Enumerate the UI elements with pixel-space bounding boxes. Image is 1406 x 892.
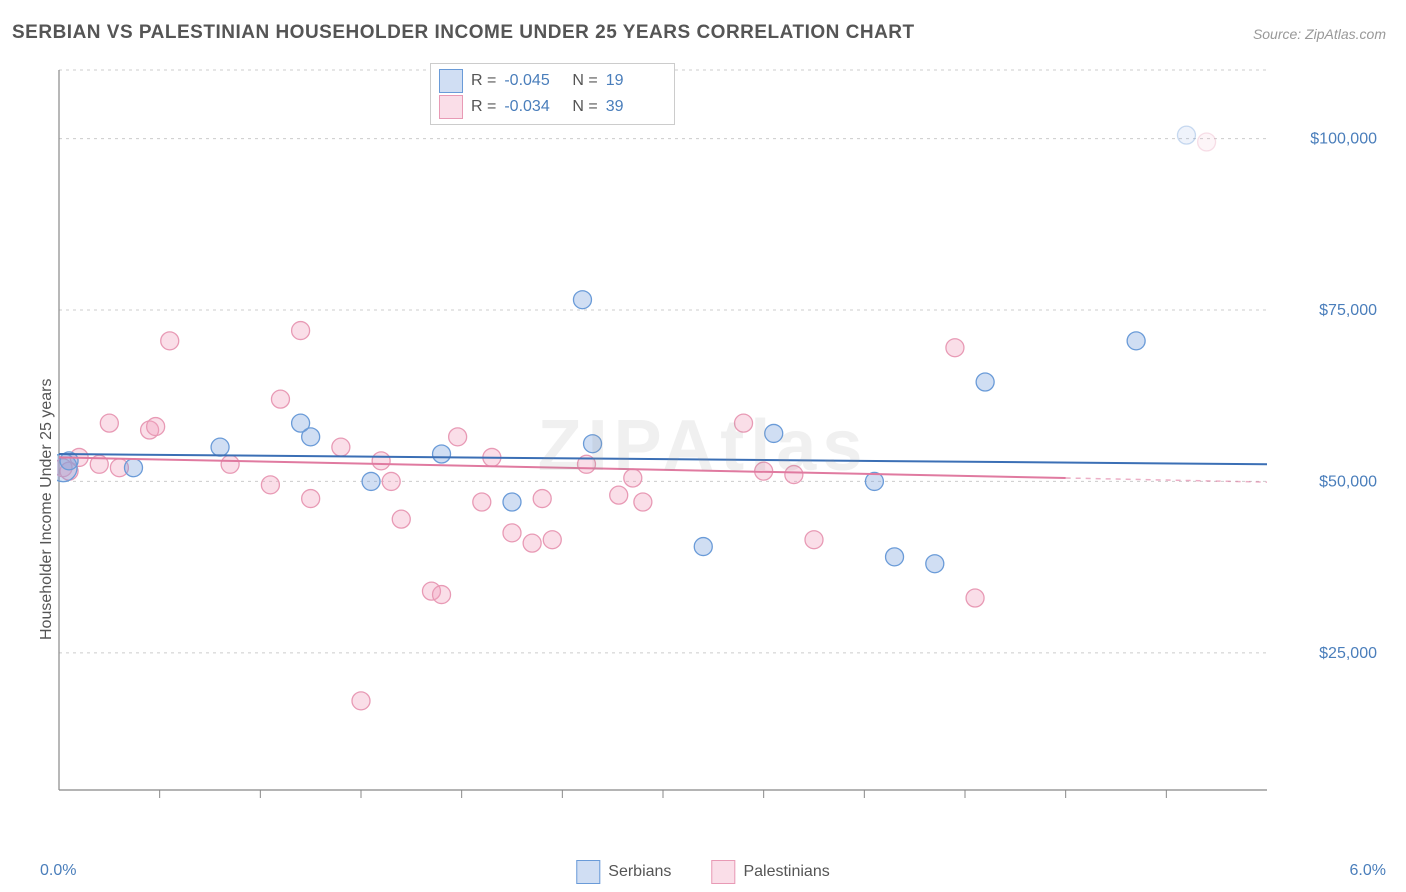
chart-container: SERBIAN VS PALESTINIAN HOUSEHOLDER INCOM… bbox=[0, 0, 1406, 892]
legend-item-serbians: Serbians bbox=[576, 860, 671, 884]
legend-swatch-serbian bbox=[439, 69, 463, 93]
n-value-serbian: 19 bbox=[606, 68, 666, 94]
r-value-palestinian: -0.034 bbox=[504, 94, 564, 120]
svg-text:$75,000: $75,000 bbox=[1319, 302, 1377, 319]
y-axis-label: Householder Income Under 25 years bbox=[38, 379, 56, 640]
legend-swatch-palestinian bbox=[439, 95, 463, 119]
correlation-legend: R = -0.045 N = 19 R = -0.034 N = 39 bbox=[430, 63, 675, 125]
svg-text:$100,000: $100,000 bbox=[1310, 131, 1377, 148]
legend-item-palestinians: Palestinians bbox=[711, 860, 829, 884]
legend-row-serbian: R = -0.045 N = 19 bbox=[439, 68, 666, 94]
svg-text:$50,000: $50,000 bbox=[1319, 473, 1377, 490]
n-value-palestinian: 39 bbox=[606, 94, 666, 120]
legend-label-serbians: Serbians bbox=[608, 863, 671, 881]
chart-title: SERBIAN VS PALESTINIAN HOUSEHOLDER INCOM… bbox=[12, 22, 915, 44]
legend-swatch-icon bbox=[711, 860, 735, 884]
x-axis-min-label: 0.0% bbox=[40, 862, 76, 880]
x-axis-max-label: 6.0% bbox=[1350, 862, 1386, 880]
series-legend: Serbians Palestinians bbox=[576, 860, 829, 884]
svg-text:$25,000: $25,000 bbox=[1319, 645, 1377, 662]
legend-swatch-icon bbox=[576, 860, 600, 884]
source-label: Source: ZipAtlas.com bbox=[1253, 26, 1386, 42]
r-value-serbian: -0.045 bbox=[504, 68, 564, 94]
scatter-plot: $25,000 $50,000 $75,000 $100,000 bbox=[57, 60, 1387, 830]
legend-label-palestinians: Palestinians bbox=[743, 863, 829, 881]
legend-row-palestinian: R = -0.034 N = 39 bbox=[439, 94, 666, 120]
